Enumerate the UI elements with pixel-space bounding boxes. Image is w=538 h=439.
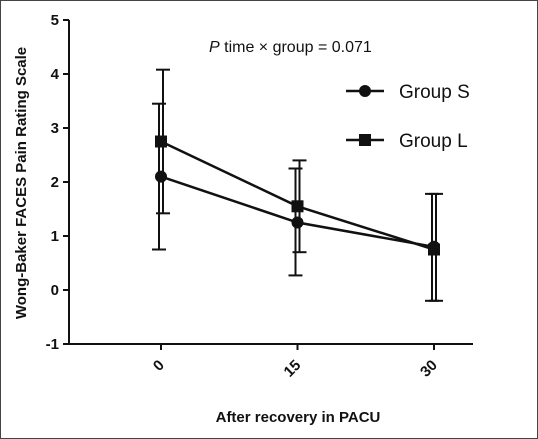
series-line-group-l [160,140,435,251]
axes: -1 0 1 2 3 4 5 0 15 30 [46,12,473,381]
legend-marker-group-l [359,134,371,146]
data-point-group-l [291,200,304,213]
legend: Group S Group L [346,82,470,152]
p-value-annotation: P time × group = 0.071 [209,39,372,56]
y-tick-label: 0 [51,282,59,299]
y-tick-label: -1 [46,336,59,353]
y-axis-title: Wong-Baker FACES Pain Rating Scale [13,47,30,319]
x-axis-title: After recovery in PACU [216,409,381,426]
legend-label-group-s: Group S [399,82,470,103]
data-point-group-s [155,170,167,183]
plot-area [152,68,443,302]
y-tick-label: 5 [51,12,59,29]
series-group-l [155,68,443,302]
y-tick-label: 4 [51,66,60,83]
legend-item-group-s: Group S [346,82,470,103]
legend-label-group-l: Group L [399,131,468,152]
p-value-text: time × group = 0.071 [220,39,372,56]
data-point-group-l [155,135,167,148]
p-value-italic: P [209,39,220,56]
data-point-group-s [291,216,304,229]
legend-marker-group-s [359,85,371,97]
x-tick-label: 0 [150,357,168,375]
y-tick-label: 1 [51,228,59,245]
data-point-group-l [428,243,440,256]
y-tick-label: 3 [51,120,59,137]
x-tick-label: 30 [417,357,441,381]
legend-item-group-l: Group L [346,131,468,152]
x-tick-label: 15 [281,357,305,381]
y-tick-label: 2 [51,174,59,191]
